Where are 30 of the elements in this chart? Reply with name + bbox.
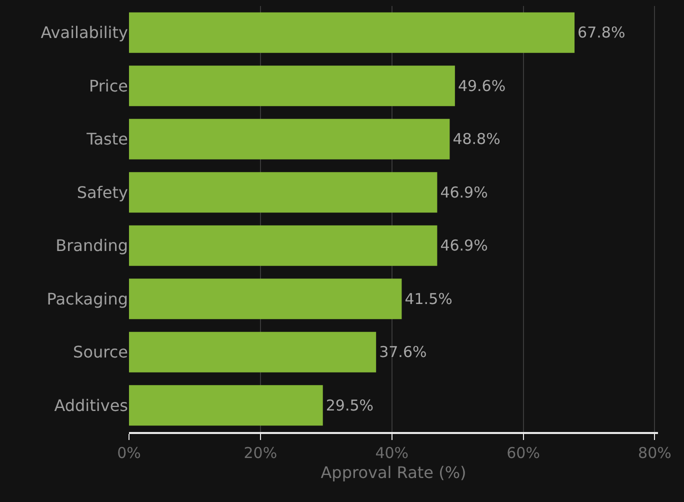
bar [129, 172, 438, 213]
bar [129, 385, 323, 426]
y-tick-label: Source [73, 342, 128, 362]
y-tick-label: Price [88, 76, 128, 96]
bar [129, 118, 450, 160]
x-tick-label: 80% [638, 444, 672, 462]
y-tick-label: Additives [54, 396, 128, 415]
y-tick-label: Packaging [46, 289, 128, 308]
x-tick-label: 0% [117, 444, 141, 462]
data-label: 49.6% [458, 76, 506, 95]
bar [129, 12, 575, 53]
x-tick-label: 20% [244, 444, 278, 462]
bar [129, 278, 402, 320]
bar [129, 66, 455, 106]
data-label: 41.5% [404, 290, 452, 308]
x-tick-label: 40% [375, 444, 409, 462]
y-tick-label: Branding [56, 236, 128, 256]
data-label: 67.8% [578, 24, 626, 42]
data-label: 46.9% [440, 183, 488, 202]
data-label: 29.5% [326, 396, 374, 414]
x-axis-title: Approval Rate (%) [320, 463, 466, 482]
x-tick-label: 60% [506, 444, 540, 462]
y-tick-label: Availability [40, 23, 128, 42]
data-label: 48.8% [452, 130, 500, 148]
bar [129, 225, 438, 266]
y-tick-label: Safety [76, 182, 128, 202]
y-tick-label: Taste [86, 130, 128, 149]
data-label: 46.9% [440, 236, 488, 255]
bar [129, 332, 376, 372]
data-label: 37.6% [379, 343, 427, 362]
